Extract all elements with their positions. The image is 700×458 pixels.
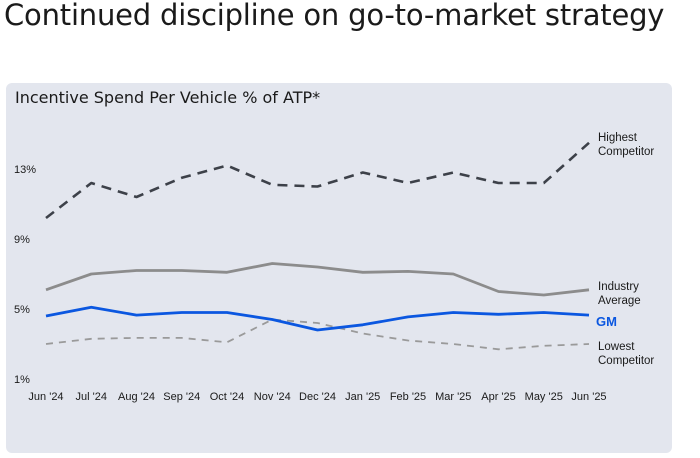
x-tick-label: Sep '24 [163, 391, 200, 403]
y-tick-label: 9% [14, 234, 30, 246]
x-tick-label: Feb '25 [390, 391, 426, 403]
y-tick-label: 13% [14, 164, 36, 176]
x-tick-label: May '25 [525, 391, 563, 403]
series-label-industry-average: Average [598, 295, 641, 307]
series-line-industry-average [45, 262, 590, 297]
series-label-highest-competitor: Highest [598, 132, 638, 144]
page-title: Continued discipline on go-to-market str… [4, 0, 665, 32]
series-label-lowest-competitor: Competitor [598, 355, 654, 367]
series-line-lowest-competitor [45, 318, 590, 351]
x-tick-label: Dec '24 [299, 391, 336, 403]
x-tick-label: Jul '24 [76, 391, 107, 403]
chart-panel: Incentive Spend Per Vehicle % of ATP* 1%… [6, 83, 672, 453]
y-tick-label: 5% [14, 304, 30, 316]
series-label-highest-competitor: Competitor [598, 146, 654, 158]
x-tick-label: Apr '25 [481, 391, 516, 403]
series-label-industry-average: Industry [598, 281, 639, 293]
x-tick-label: Oct '24 [210, 391, 245, 403]
x-tick-label: Mar '25 [435, 391, 471, 403]
series-line-highest-competitor [45, 141, 590, 220]
x-tick-label: Jun '25 [571, 391, 606, 403]
line-chart: 1% 5% 9% 13% Jun '24 Jul '24 Aug '24 Sep '24 Oct… [14, 132, 654, 403]
series-line-gm [45, 305, 590, 332]
series-label-lowest-competitor: Lowest [598, 341, 635, 353]
x-tick-label: Jan '25 [345, 391, 380, 403]
series-label-gm: GM [596, 314, 617, 329]
y-tick-label: 1% [14, 374, 30, 386]
x-tick-label: Nov '24 [254, 391, 291, 403]
x-tick-label: Jun '24 [28, 391, 63, 403]
x-tick-label: Aug '24 [118, 391, 155, 403]
chart-title: Incentive Spend Per Vehicle % of ATP* [15, 88, 321, 107]
